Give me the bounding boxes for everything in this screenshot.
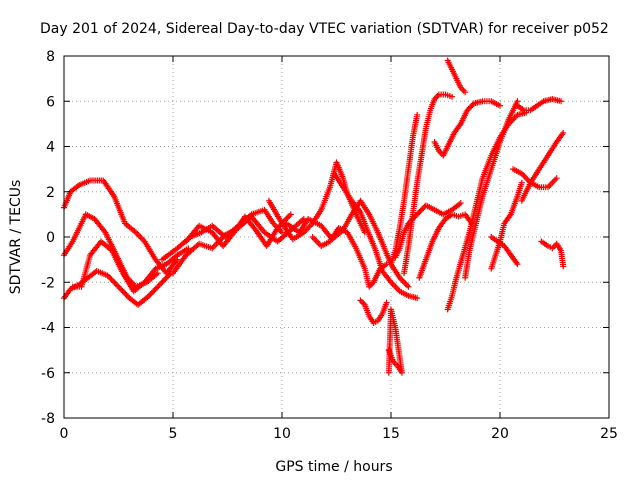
series-track-d [69, 238, 192, 295]
series-track-y [514, 95, 565, 114]
x-tick-label: 15 [382, 426, 400, 442]
data-point [108, 276, 115, 283]
x-tick-label: 10 [273, 426, 291, 442]
chart-title: Day 201 of 2024, Sidereal Day-to-day VTE… [40, 21, 609, 37]
y-tick-label: -6 [41, 366, 55, 382]
data-point [558, 98, 565, 105]
data-point [560, 129, 567, 136]
series-track-p [401, 91, 456, 277]
data-point [114, 282, 121, 289]
data-point [464, 107, 471, 114]
series-track-n [388, 111, 421, 268]
data-point [416, 209, 423, 216]
data-point [154, 284, 161, 291]
series-track-k [331, 170, 421, 302]
data-point [151, 287, 158, 294]
data-point [163, 274, 170, 281]
data-point [405, 283, 412, 290]
data-point [553, 175, 560, 182]
data-point [120, 289, 127, 296]
y-tick-label: -2 [41, 275, 55, 291]
data-point [156, 281, 163, 288]
data-point [465, 105, 472, 112]
series-track-r [431, 98, 503, 159]
data-point [287, 211, 294, 218]
data-point [415, 210, 422, 217]
data-point [112, 280, 119, 287]
data-point [449, 93, 456, 100]
y-tick-label: 4 [46, 140, 55, 156]
y-tick-label: 0 [46, 230, 55, 246]
series-track-g [183, 211, 294, 250]
x-axis-label: GPS time / hours [275, 459, 392, 475]
data-point [159, 278, 166, 285]
series-track-aa [538, 238, 567, 270]
data-point [162, 275, 169, 282]
data-point [418, 206, 425, 213]
data-point [514, 261, 521, 268]
data-point [385, 369, 392, 376]
data-point [158, 280, 165, 287]
series-track-m [385, 306, 405, 376]
data-point [155, 282, 162, 289]
data-point [107, 275, 114, 282]
data-point [119, 288, 126, 295]
y-tick-label: -4 [41, 321, 55, 337]
data-point [383, 299, 390, 306]
y-tick-label: 6 [46, 94, 55, 110]
series-track-w [488, 179, 525, 272]
data-point [152, 285, 159, 292]
data-point [466, 104, 473, 111]
series-track-s [444, 57, 469, 96]
data-point [414, 295, 421, 302]
data-point [122, 290, 129, 297]
data-point [147, 291, 154, 298]
data-point [116, 285, 123, 292]
series-track-x [510, 166, 560, 191]
data-point [154, 270, 161, 277]
data-point [148, 289, 155, 296]
data-point [462, 89, 469, 96]
series-track-u [462, 98, 521, 281]
y-axis-label: SDTVAR / TECUs [8, 180, 24, 295]
series-track-z [518, 129, 567, 204]
data-point [115, 283, 122, 290]
y-axis-ticks: -8 -6 -4 -2 0 2 4 6 8 [41, 49, 609, 427]
data-point [468, 103, 475, 110]
series-track-l [357, 297, 390, 326]
data-point [560, 263, 567, 270]
y-tick-label: -8 [41, 411, 55, 427]
y-tick-label: 2 [46, 185, 55, 201]
data-point [518, 179, 525, 186]
data-point [420, 205, 427, 212]
data-point [150, 288, 157, 295]
data-point [417, 207, 424, 214]
data-point [414, 111, 421, 118]
x-axis-ticks: 0 5 10 15 20 25 [60, 56, 618, 442]
data-point [279, 229, 285, 236]
data-point [497, 102, 503, 109]
data-point [469, 101, 476, 108]
x-tick-label: 25 [600, 426, 618, 442]
data-points [61, 57, 567, 376]
series-track-i [283, 197, 412, 290]
x-tick-label: 0 [60, 426, 69, 442]
data-point [110, 278, 117, 285]
x-tick-label: 5 [169, 426, 178, 442]
data-point [118, 286, 125, 293]
series-track-o [392, 200, 464, 261]
x-tick-label: 20 [491, 426, 509, 442]
data-point [185, 245, 192, 252]
data-point [123, 292, 130, 299]
data-point [161, 277, 168, 284]
data-point [111, 279, 118, 286]
data-point [457, 200, 464, 207]
y-tick-label: 8 [46, 49, 55, 65]
